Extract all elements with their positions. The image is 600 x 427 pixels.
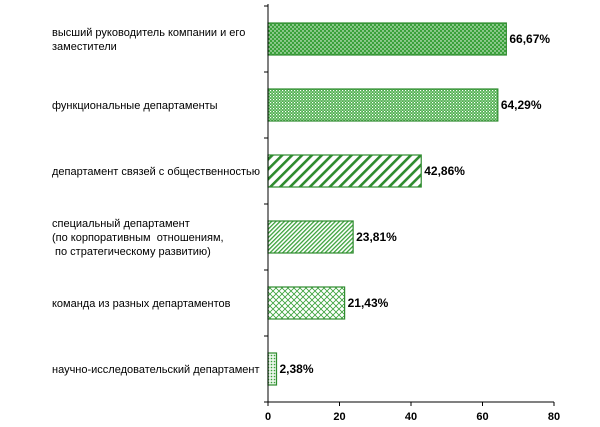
x-tick-label: 40 [405, 411, 417, 423]
category-label-4-line-3: по стратегическому развитию) [52, 246, 211, 258]
category-label-1-line-2: заместители [52, 41, 117, 53]
bars-group: 66,67% 64,29% 42,86% 23,81% 21,43% 2,38% [267, 22, 550, 386]
x-tick-label: 0 [265, 411, 271, 423]
category-label-5-line-1: команда из разных департаментов [52, 298, 231, 310]
value-label-3: 42,86% [424, 164, 465, 178]
value-label-2: 64,29% [501, 98, 542, 112]
category-labels-group: высший руководитель компании и его замест… [52, 27, 260, 376]
category-label-1-line-1: высший руководитель компании и его [52, 27, 245, 39]
category-label-4-line-1: специальный департамент [52, 218, 190, 230]
bar-1 [267, 22, 507, 56]
value-label-4: 23,81% [356, 230, 397, 244]
x-tick-label: 60 [476, 411, 488, 423]
bar-3 [267, 154, 422, 188]
x-tick-label: 20 [333, 411, 345, 423]
bar-4 [267, 220, 354, 254]
category-label-4-line-2: (по корпоративным отношениям, [52, 232, 224, 244]
category-label-2-line-1: функциональные департаменты [52, 100, 218, 112]
category-label-6-line-1: научно-исследовательский департамент [52, 364, 260, 376]
axes-group: 0 20 40 60 80 [264, 4, 560, 423]
value-label-6: 2,38% [280, 362, 314, 376]
category-label-3-line-1: департамент связей с общественностью [52, 166, 260, 178]
x-tick-label: 80 [548, 411, 560, 423]
bar-6 [267, 352, 278, 386]
bar-2 [267, 88, 499, 122]
bar-5 [267, 286, 346, 320]
value-label-1: 66,67% [509, 32, 550, 46]
value-label-5: 21,43% [348, 296, 389, 310]
